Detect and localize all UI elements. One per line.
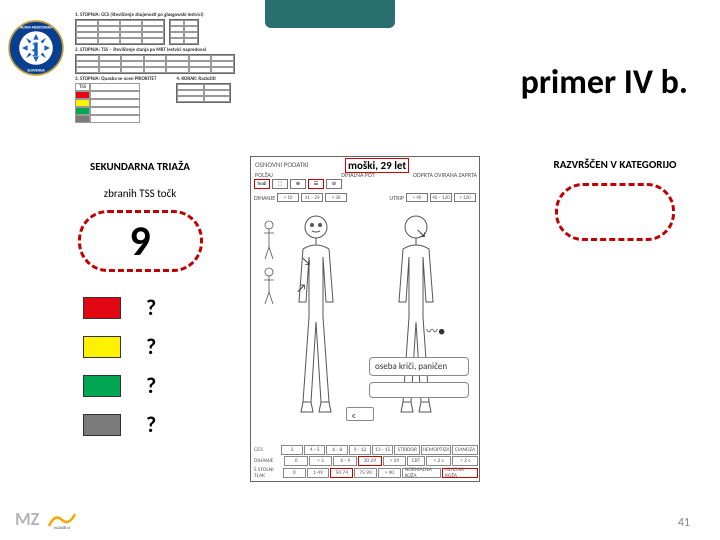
hodi-text: hodi	[257, 181, 266, 187]
svg-text:SLOVENIJA: SLOVENIJA	[27, 69, 45, 74]
category-row-0: ?	[83, 294, 225, 321]
arrow-mark-1: ↘	[301, 255, 312, 269]
wound-mark: 〰●	[426, 322, 445, 339]
sb2: ⬚	[272, 179, 288, 189]
odprt-label: ODPRTA OVIRANA ZAPRTA	[413, 171, 477, 179]
category-swatch-0	[83, 297, 121, 319]
cianoza: CIANOZA	[452, 445, 478, 455]
category-mark-2: ?	[146, 372, 156, 399]
triage-form-panel: OSNOVNI PODATKI moški, 29 let POLŽAJ DIH…	[250, 156, 480, 482]
dih2-4: > 29	[383, 456, 407, 466]
dih-c2: 11 – 29	[301, 193, 323, 202]
tlak-label: S STOLNI TLAK	[254, 467, 282, 479]
tlak-2: 50 74	[330, 468, 353, 478]
polzaj-label: POLŽAJ	[255, 171, 273, 179]
footer-mz: MZ eu2008.si	[15, 508, 77, 530]
thumbnail-tables: 1. STOPNJA: GCS (številčenje zbujenosti …	[75, 10, 275, 130]
dih2-0: 0	[284, 456, 308, 466]
thumb-label-3: 3. STOPNJA: Quasba se ocen PRIORITET	[75, 76, 156, 82]
category-result-box	[555, 183, 675, 241]
zbranih-label: zbranih TSS točk	[55, 187, 225, 200]
crt-0: < 2 s	[426, 456, 452, 466]
category-mark-0: ?	[146, 294, 156, 321]
note-box: oseba kriči, paničen	[369, 357, 469, 376]
dihanje-label: DIHANJE	[254, 194, 275, 202]
dihalna-label: DIHALNA POT	[341, 171, 374, 179]
category-swatch-1	[83, 336, 121, 358]
small-box-c: €	[346, 407, 374, 421]
gcs-0: 3	[281, 445, 303, 455]
arrow-mark-2: ↗	[296, 282, 307, 296]
category-mark-1: ?	[146, 333, 156, 360]
dih2-1: < 5	[309, 456, 333, 466]
sekundarna-label: SEKUNDARNA TRIAŽA	[55, 160, 225, 173]
thumb-color-table: TSS	[75, 83, 156, 123]
utrip-label: UTRIP	[389, 194, 404, 202]
right-column: RAZVRŠČEN V KATEGORIJO	[545, 158, 685, 241]
mini-table-2	[75, 54, 235, 74]
gcs-label: GCS	[254, 447, 280, 453]
panel-row2: POLŽAJ DIHALNA POT ODPRTA OVIRANA ZAPRTA	[255, 171, 477, 179]
gcs-3: 9 - 12	[349, 445, 371, 455]
mini-table-1a	[75, 19, 165, 45]
koza-a: NORMALNA KOŽA	[402, 468, 442, 478]
panel-header: OSNOVNI PODATKI	[255, 160, 309, 169]
dih2-3: 10 29	[358, 456, 382, 466]
tlak-1: 1 49	[307, 468, 330, 478]
slide-title: primer IV b.	[521, 62, 688, 103]
category-swatch-2	[83, 375, 121, 397]
thumb-label-1: 1. STOPNJA: GCS (številčenje zbujenosti …	[75, 12, 275, 18]
mz-text: MZ	[15, 508, 39, 530]
utr-c3: > 120	[454, 193, 476, 202]
dih2-2: 6 - 9	[333, 456, 357, 466]
thumb-label-2: 2. STOPNJA: TSS – številčenje stanja po …	[75, 47, 275, 53]
category-mark-3: ?	[146, 411, 156, 438]
svg-text:NUJNA MEDICINSKA: NUJNA MEDICINSKA	[19, 25, 53, 30]
sb5: ⊘	[326, 179, 342, 189]
category-row-3: ?	[83, 411, 225, 438]
dih-c3: > 30	[325, 193, 347, 202]
note-box-2	[369, 382, 469, 398]
utr-c2: 40 – 120	[430, 193, 452, 202]
utr-c1: < 40	[406, 193, 428, 202]
thumb-label-4: 4. KORAK: Razložiti	[176, 76, 231, 82]
mini-table-1b	[169, 19, 199, 45]
dih-c1: < 10	[277, 193, 299, 202]
category-row-1: ?	[83, 333, 225, 360]
hodi-box: hodi	[254, 179, 270, 189]
top-accent-tab	[265, 0, 395, 28]
left-column: SEKUNDARNA TRIAŽA zbranih TSS točk 9 ???…	[55, 160, 225, 450]
score-box: 9	[78, 210, 203, 272]
gcs-4: 13 - 15	[372, 445, 394, 455]
razvrscen-label: RAZVRŠČEN V KATEGORIJO	[545, 158, 685, 171]
gcs-2: 6 - 8	[326, 445, 348, 455]
utrip-row: UTRIP < 40 40 – 120 > 120	[389, 193, 476, 202]
sb3: ⊕	[290, 179, 306, 189]
category-swatch-3	[83, 414, 121, 436]
tlak-3: 75 90	[354, 468, 377, 478]
tlak-4: > 90	[378, 468, 401, 478]
eu2008-logo: eu2008.si	[47, 508, 77, 530]
stridor: STRIDOR	[394, 445, 420, 455]
svg-text:eu2008.si: eu2008.si	[54, 526, 70, 530]
crt-label: CRT	[407, 456, 425, 466]
dih2-label: DIHANJE	[254, 458, 283, 464]
gcs-1: 4 - 5	[304, 445, 326, 455]
slide-number: 41	[678, 516, 690, 530]
dihanje-row: DIHANJE < 10 11 – 29 > 30	[254, 193, 347, 202]
bottom-grid: GCS 3 4 - 5 6 - 8 9 - 12 13 - 15 STRIDOR…	[254, 444, 478, 479]
hemoptiza: HEMOPTIZA	[421, 445, 451, 455]
nmp-logo: NUJNA MEDICINSKA SLOVENIJA	[8, 20, 64, 76]
tlak-0: 0	[283, 468, 306, 478]
score-value: 9	[129, 216, 150, 267]
polzaj-boxes: hodi ⬚ ⊕ ☰ ⊘	[254, 179, 342, 189]
category-row-2: ?	[83, 372, 225, 399]
sb4: ☰	[308, 179, 324, 189]
mini-table-4	[176, 83, 231, 103]
crt-1: > 2 s	[452, 456, 478, 466]
arrow-mark-3: ↘	[416, 227, 427, 241]
koza-b: HLADNA KOŽA	[442, 468, 478, 478]
